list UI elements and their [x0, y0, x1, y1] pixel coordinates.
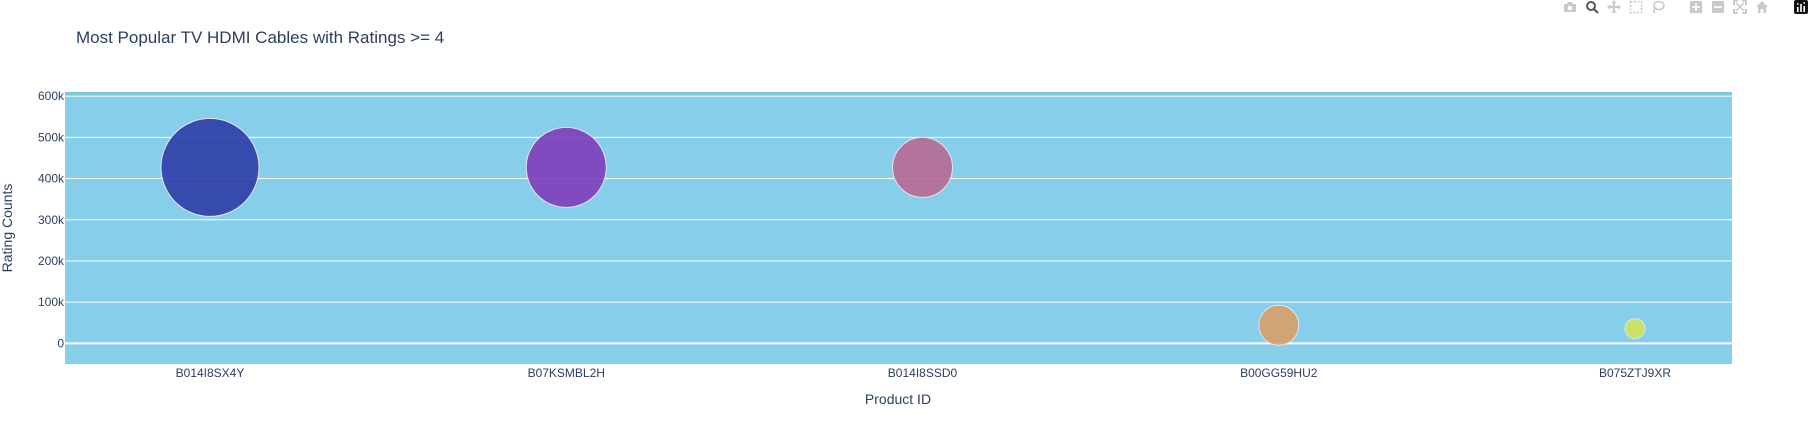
pan-icon[interactable]: [1606, 0, 1622, 14]
bubble-marker[interactable]: [525, 126, 607, 208]
autoscale-icon[interactable]: [1732, 0, 1748, 14]
x-tick-label: B014I8SX4Y: [176, 366, 245, 380]
y-axis-label: Rating Counts: [0, 184, 15, 273]
bubble-marker[interactable]: [1258, 304, 1300, 346]
bubble-marker[interactable]: [160, 117, 260, 217]
x-axis-label: Product ID: [865, 391, 931, 407]
zoom-out-icon[interactable]: [1710, 0, 1726, 14]
y-tick-label: 500k: [38, 130, 65, 144]
y-tick-label: 300k: [38, 213, 65, 227]
zoom-icon[interactable]: [1584, 0, 1600, 14]
y-tick-label: 100k: [38, 295, 65, 309]
plot-top-edge: [65, 92, 1732, 96]
reset-axes-icon[interactable]: [1754, 0, 1770, 14]
bubble-markers[interactable]: [160, 117, 1646, 346]
grid-lines: [65, 92, 1732, 345]
x-tick-label: B075ZTJ9XR: [1599, 366, 1671, 380]
plot-area[interactable]: [65, 92, 1732, 364]
y-tick-label: 600k: [38, 89, 65, 103]
bubble-marker[interactable]: [1624, 318, 1646, 340]
x-axis-ticks: B014I8SX4Y B07KSMBL2H B014I8SSD0 B00GG59HU2…: [176, 366, 1672, 380]
x-tick-label: B014I8SSD0: [888, 366, 958, 380]
x-tick-label: B00GG59HU2: [1240, 366, 1318, 380]
box-select-icon[interactable]: [1628, 0, 1644, 14]
y-axis-ticks: 0 100k 200k 300k 400k 500k 600k: [38, 89, 65, 350]
bubble-marker[interactable]: [892, 136, 953, 198]
plotly-logo-icon[interactable]: [1792, 0, 1810, 14]
modebar: [1562, 0, 1812, 14]
y-tick-label: 400k: [38, 172, 65, 186]
y-tick-label: 200k: [38, 254, 65, 268]
camera-icon[interactable]: [1562, 0, 1578, 14]
chart-title: Most Popular TV HDMI Cables with Ratings…: [76, 28, 444, 47]
lasso-icon[interactable]: [1650, 0, 1666, 14]
zoom-in-icon[interactable]: [1688, 0, 1704, 14]
x-tick-label: B07KSMBL2H: [528, 366, 605, 380]
y-tick-label: 0: [57, 336, 64, 350]
